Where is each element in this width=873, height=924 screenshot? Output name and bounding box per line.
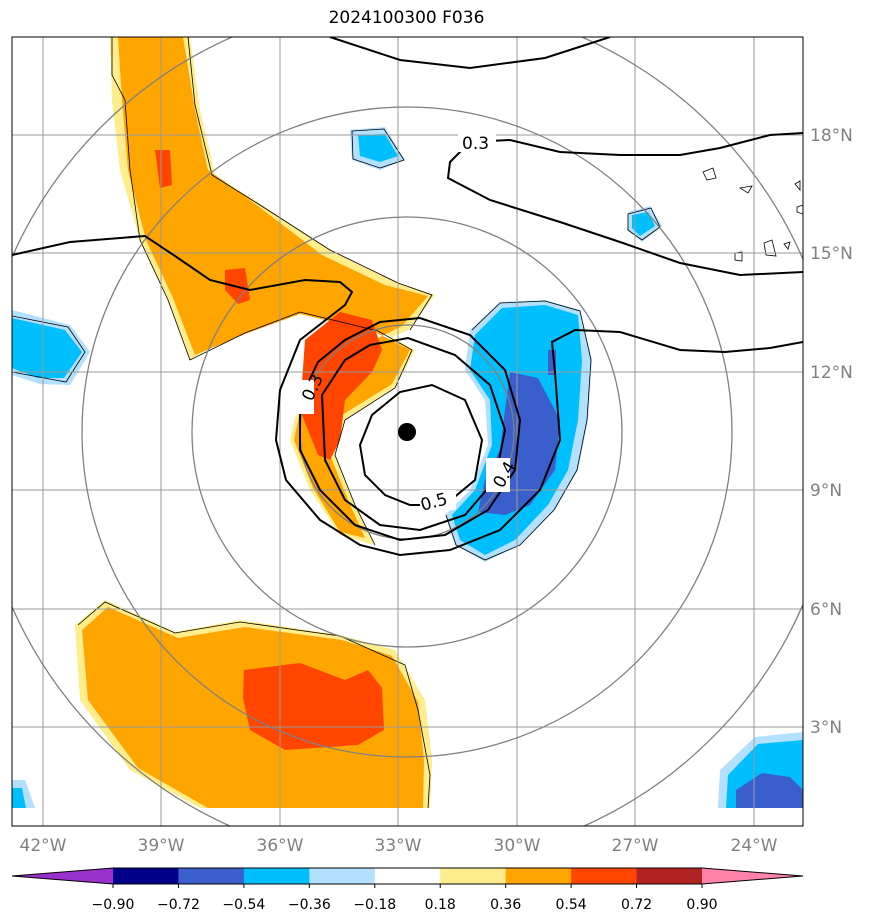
lon-tick-label: 24°W <box>731 836 778 856</box>
colorbar-segment <box>309 868 376 884</box>
colorbar-label: 0.36 <box>490 897 521 913</box>
lon-tick-label: 36°W <box>257 836 304 856</box>
colorbar-extend-low <box>12 868 113 884</box>
contour-label-0.3-north: 0.3 <box>462 134 489 154</box>
lon-tick-label: 39°W <box>138 836 185 856</box>
colorbar-segment <box>636 868 703 884</box>
colorbar: −0.90 −0.72 −0.54 −0.36 −0.18 0.18 0.36 0.54 0.7… <box>11 867 804 913</box>
lat-tick-label: 9°N <box>810 481 842 501</box>
colorbar-label: −0.54 <box>222 897 265 913</box>
colorbar-segment <box>505 868 572 884</box>
colorbar-segment <box>571 868 638 884</box>
lat-tick-label: 3°N <box>810 718 842 738</box>
shading-positive-west-band <box>110 37 435 545</box>
colorbar-segment <box>113 868 179 884</box>
colorbar-label: −0.18 <box>353 897 396 913</box>
colorbar-segment <box>374 868 441 884</box>
shading-negative-small <box>12 127 803 808</box>
map-title: 2024100300 F036 <box>328 8 485 28</box>
colorbar-label: 0.18 <box>425 897 456 913</box>
colorbar-segment <box>440 868 507 884</box>
lon-tick-label: 30°W <box>494 836 541 856</box>
graticule <box>12 37 803 826</box>
colorbar-extend-high <box>702 868 803 884</box>
lat-tick-labels: 18°N 15°N 12°N 9°N 6°N 3°N <box>810 126 853 738</box>
shading-positive-south-band <box>75 600 432 808</box>
lat-tick-label: 15°N <box>810 244 853 264</box>
colorbar-label: 0.72 <box>621 897 652 913</box>
lat-tick-label: 18°N <box>810 126 853 146</box>
lon-tick-label: 33°W <box>375 836 422 856</box>
lat-tick-label: 6°N <box>810 600 842 620</box>
colorbar-segment <box>243 868 310 884</box>
colorbar-label: −0.36 <box>288 897 331 913</box>
colorbar-label: 0.90 <box>686 897 717 913</box>
map-frame <box>11 36 804 827</box>
colorbar-label: −0.90 <box>92 897 135 913</box>
colorbar-segment <box>178 868 245 884</box>
map-plot-area: 0.3 0.3 0.4 0.5 <box>12 37 803 826</box>
lon-tick-label: 27°W <box>612 836 659 856</box>
lon-tick-labels: 42°W 39°W 36°W 33°W 30°W 27°W 24°W <box>20 836 778 856</box>
storm-center-marker <box>398 423 416 441</box>
lon-tick-label: 42°W <box>20 836 67 856</box>
colorbar-label: −0.72 <box>157 897 200 913</box>
lat-tick-label: 12°N <box>810 363 853 383</box>
colorbar-label: 0.54 <box>556 897 587 913</box>
